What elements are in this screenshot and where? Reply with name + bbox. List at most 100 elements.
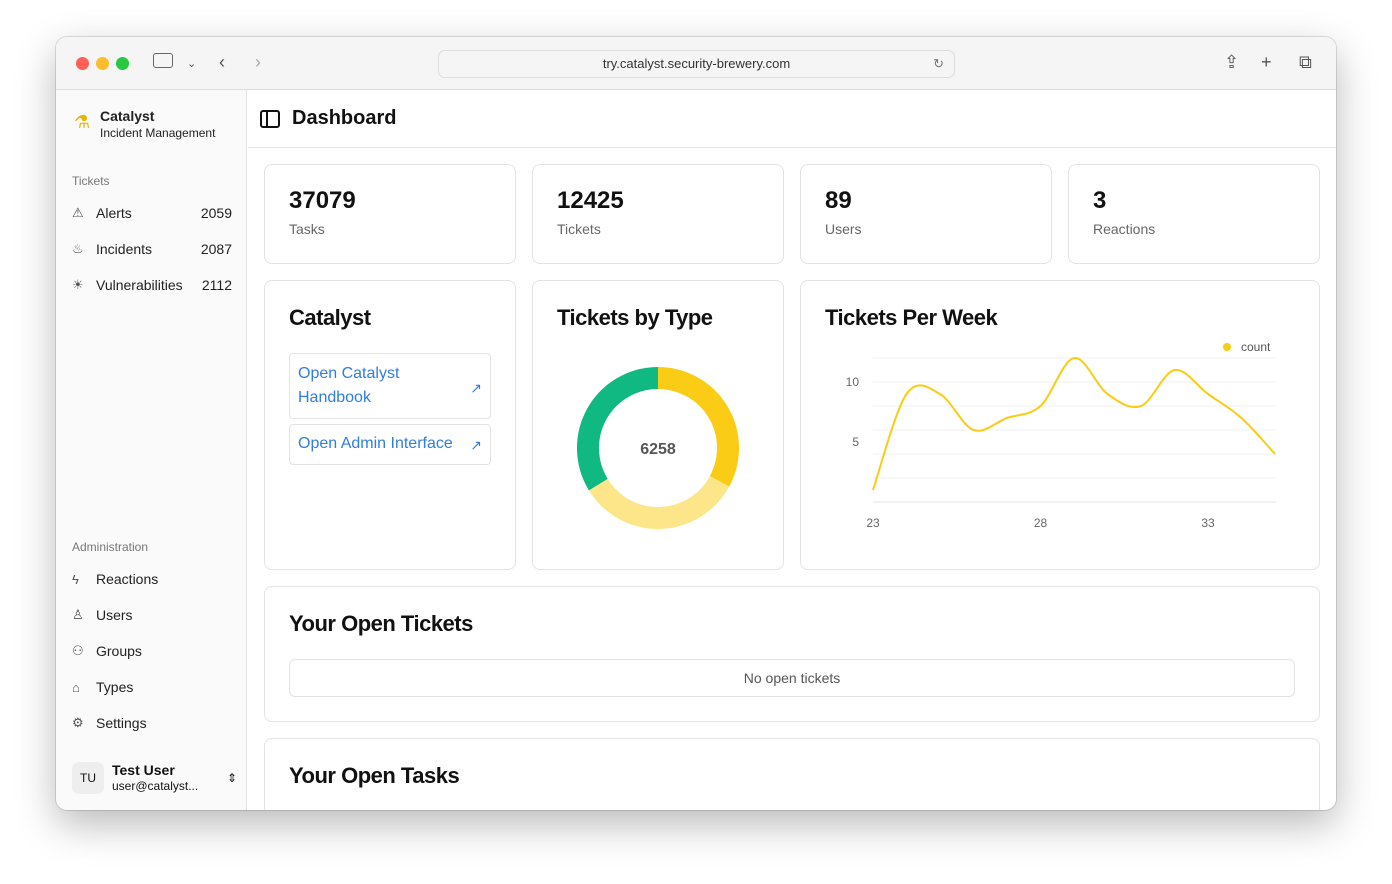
x-tick-label: 33	[1201, 516, 1215, 530]
donut-segment[interactable]	[657, 367, 739, 487]
legend-label: count	[1241, 341, 1271, 354]
stat-label: Reactions	[1093, 221, 1156, 237]
stat-value: 37079	[289, 187, 356, 214]
address-bar[interactable]: try.catalyst.security-brewery.com ↻	[438, 50, 955, 78]
zap-icon: ϟ	[72, 571, 79, 587]
item-count: 2087	[200, 241, 232, 257]
stat-label: Users	[825, 221, 862, 237]
card-title: Tickets Per Week	[825, 305, 998, 330]
item-label: Types	[96, 679, 134, 695]
item-label: Users	[96, 607, 133, 623]
sidebar-item-vulnerabilities[interactable]: ☀ Vulnerabilities 2112	[72, 272, 232, 298]
tabs-overview-icon[interactable]: ⧉	[1299, 52, 1312, 72]
admin-interface-link[interactable]: Open Admin Interface ↗	[289, 424, 491, 465]
card-title: Your Open Tasks	[289, 763, 460, 788]
sidebar-item-users[interactable]: ♙ Users	[72, 602, 232, 628]
zoom-button[interactable]	[116, 57, 129, 70]
stat-value: 3	[1093, 187, 1107, 214]
new-tab-icon[interactable]: +	[1261, 52, 1272, 72]
back-icon[interactable]: ‹	[219, 52, 225, 72]
x-tick-label: 23	[866, 516, 880, 530]
brand: Catalyst Incident Management	[100, 108, 215, 142]
donut-segment[interactable]	[577, 367, 659, 491]
open-tickets-card: Your Open Tickets No open tickets	[264, 586, 1320, 722]
tag-icon: ⌂	[72, 679, 80, 695]
stat-label: Tasks	[289, 221, 325, 237]
item-label: Alerts	[96, 205, 132, 221]
user-menu[interactable]: TU Test User user@catalyst... ⇕	[72, 758, 237, 798]
url-text: try.catalyst.security-brewery.com	[602, 56, 791, 71]
user-name: Test User	[112, 762, 175, 778]
tickets-section-label: Tickets	[72, 174, 110, 188]
admin-section-label: Administration	[72, 540, 149, 554]
main-content: Dashboard 37079 Tasks 12425 Tickets 89 User…	[248, 90, 1336, 810]
forward-icon[interactable]: ›	[255, 52, 261, 72]
browser-window: ⌄ ‹ › try.catalyst.security-brewery.com ↻…	[56, 37, 1336, 810]
line-chart: 5 10 23 28 33 count	[846, 341, 1276, 530]
item-label: Groups	[96, 643, 142, 659]
item-label: Settings	[96, 715, 147, 731]
chevrons-up-down-icon: ⇕	[226, 771, 237, 785]
item-label: Reactions	[96, 571, 159, 587]
avatar: TU	[72, 762, 104, 794]
external-link-icon: ↗	[470, 380, 482, 396]
gear-icon: ⚙	[72, 715, 84, 730]
sidebar-toggle-icon[interactable]	[260, 109, 280, 128]
close-button[interactable]	[76, 57, 89, 70]
x-tick-label: 28	[1034, 516, 1048, 530]
page-title: Dashboard	[292, 107, 397, 129]
brand-subtitle: Incident Management	[100, 126, 216, 140]
catalyst-card: Catalyst Open Catalyst Handbook ↗ Open Ad…	[264, 280, 516, 570]
chevron-down-icon[interactable]: ⌄	[187, 58, 197, 70]
item-count: 2059	[200, 205, 232, 221]
handbook-link[interactable]: Open Catalyst Handbook ↗	[289, 353, 491, 419]
y-tick-label: 10	[846, 375, 860, 389]
user-email: user@catalyst...	[112, 779, 199, 793]
link-text: Open Admin Interface	[298, 435, 453, 452]
card-title: Catalyst	[289, 305, 371, 330]
stat-label: Tickets	[557, 221, 601, 237]
stat-card-tasks[interactable]: 37079 Tasks	[264, 164, 516, 264]
open-tasks-card: Your Open Tasks	[264, 738, 1320, 810]
stat-card-tickets[interactable]: 12425 Tickets	[532, 164, 784, 264]
y-tick-label: 5	[852, 435, 859, 449]
item-label: Incidents	[96, 241, 153, 257]
card-title: Your Open Tickets	[289, 611, 473, 636]
sidebar-item-reactions[interactable]: ϟ Reactions	[72, 566, 232, 592]
sidebar-item-alerts[interactable]: ⚠ Alerts 2059	[72, 200, 232, 226]
sidebar-item-groups[interactable]: ⚇ Groups	[72, 638, 232, 664]
sidebar-item-types[interactable]: ⌂ Types	[72, 674, 232, 700]
bug-icon: ☀	[72, 277, 84, 292]
item-label: Vulnerabilities	[96, 277, 183, 293]
minimize-button[interactable]	[96, 57, 109, 70]
browser-toolbar: ⌄ ‹ › try.catalyst.security-brewery.com ↻…	[56, 37, 1336, 90]
tickets-by-type-card: Tickets by Type 6258	[532, 280, 784, 570]
donut-center-label: 6258	[640, 441, 676, 458]
stat-card-reactions[interactable]: 3 Reactions	[1068, 164, 1320, 264]
brand-name: Catalyst	[100, 108, 155, 124]
sidebar: ⚗ Catalyst Incident Management Tickets ⚠ A…	[56, 90, 247, 810]
item-count: 2112	[201, 277, 232, 293]
link-text: Open Catalyst Handbook	[298, 365, 400, 406]
alert-triangle-icon: ⚠	[72, 205, 84, 220]
sidebar-item-settings[interactable]: ⚙ Settings	[72, 710, 232, 736]
share-icon[interactable]: ⇪	[1224, 52, 1240, 72]
legend-marker	[1223, 343, 1231, 351]
stat-value: 89	[825, 187, 852, 214]
page-header: Dashboard	[248, 90, 1336, 148]
donut-chart: 6258	[577, 367, 739, 529]
stat-value: 12425	[557, 187, 624, 214]
reload-icon[interactable]: ↻	[933, 56, 944, 71]
flask-logo-icon: ⚗	[74, 112, 91, 132]
sidebar-item-incidents[interactable]: ♨ Incidents 2087	[72, 236, 232, 262]
external-link-icon: ↗	[470, 437, 482, 453]
stat-card-users[interactable]: 89 Users	[800, 164, 1052, 264]
flame-icon: ♨	[72, 241, 84, 256]
empty-state: No open tickets	[289, 659, 1295, 697]
donut-segment[interactable]	[588, 475, 730, 529]
user-icon: ♙	[72, 607, 84, 622]
series-line-count[interactable]	[872, 357, 1276, 491]
card-title: Tickets by Type	[557, 305, 713, 330]
tickets-per-week-card: Tickets Per Week 5 10 23 28 33 count	[800, 280, 1320, 570]
sidebar-toggle-icon[interactable]	[153, 53, 173, 68]
